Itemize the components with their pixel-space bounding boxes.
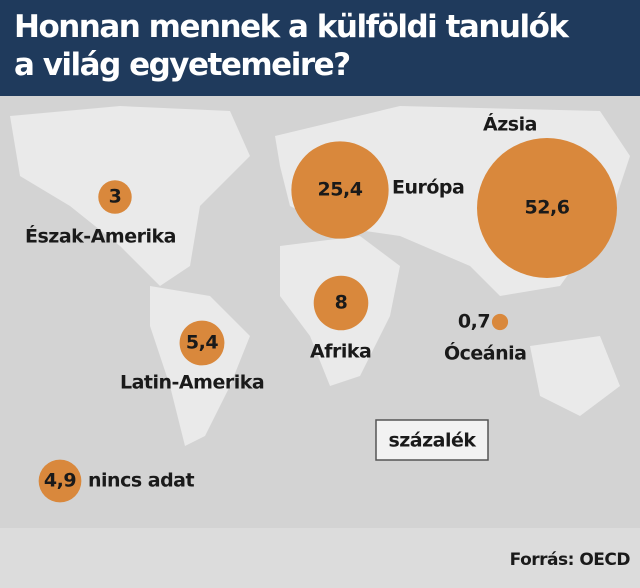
australia: [530, 336, 620, 416]
unit-label: százalék: [388, 430, 476, 452]
value-label: 8: [335, 292, 348, 314]
value-label: 3: [109, 186, 122, 208]
bubble: [98, 180, 132, 214]
category-label: Óceánia: [444, 341, 526, 365]
footer: [0, 528, 640, 588]
unit-box: [375, 419, 489, 461]
south-america: [150, 286, 250, 446]
category-label: nincs adat: [88, 470, 194, 492]
category-label: Afrika: [310, 341, 371, 363]
title: Honnan mennek a külföldi tanulók a világ…: [14, 9, 569, 83]
value-label: 5,4: [186, 332, 218, 354]
category-label: Latin-Amerika: [120, 372, 264, 394]
bubble: [38, 459, 82, 503]
bubble: [313, 275, 369, 331]
map: százalék Forrás: OECD 3 Észak-Amerika 25,4…: [0, 106, 640, 588]
header: Honnan mennek a külföldi tanulók a világ…: [0, 0, 640, 96]
value-label: 0,7: [458, 311, 490, 333]
value-label: 52,6: [525, 197, 570, 219]
category-label: Észak-Amerika: [25, 225, 176, 248]
category-label: Ázsia: [483, 113, 537, 136]
bubble: [179, 320, 225, 366]
source: Forrás: OECD: [510, 550, 631, 570]
category-label: Európa: [392, 177, 464, 199]
value-label: 4,9: [44, 470, 76, 492]
bubble: [291, 141, 389, 239]
bubble: [491, 313, 509, 331]
bubble: [477, 138, 617, 278]
value-label: 25,4: [318, 179, 363, 201]
